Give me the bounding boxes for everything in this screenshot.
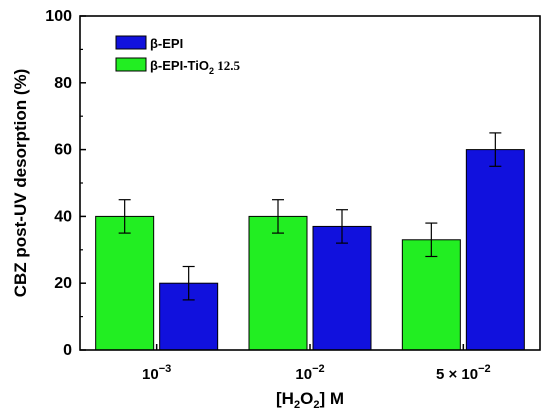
y-axis: 0 20 40 60 80 100 (45, 8, 86, 359)
legend-entry-sub: 2 (209, 66, 214, 76)
x-tick-label-base: 10 (142, 366, 159, 383)
bar (465, 149, 525, 351)
legend-entry-name: β-EPI (150, 36, 183, 51)
x-axis-label-sub: 2 (313, 399, 319, 411)
x-axis-label-part: ] M (319, 389, 344, 408)
legend: β-EPI β-EPI-TiO2 12.5 (115, 35, 241, 76)
x-tick-label: 10−2 (295, 363, 324, 383)
legend-entry: β-EPI (150, 36, 183, 51)
x-axis: 10−3 10−2 5 × 10−2 (142, 344, 491, 383)
x-tick-label-base: 5 × 10 (436, 366, 478, 383)
y-axis-label: CBZ post-UV desorption (%) (11, 69, 30, 298)
x-tick-label-base: 10 (295, 366, 312, 383)
legend-entry-name: β-EPI-TiO (150, 58, 209, 73)
x-axis-label-part: O (300, 389, 313, 408)
bar (312, 225, 372, 351)
x-tick-label-exponent: −3 (159, 363, 172, 375)
x-axis-label-sub: 2 (294, 399, 300, 411)
x-axis-label-part: [H (276, 389, 294, 408)
x-tick-label-exponent: −2 (478, 363, 491, 375)
legend-entry-tail: 12.5 (214, 58, 241, 73)
bar (401, 239, 461, 351)
legend-swatch (115, 57, 147, 72)
x-axis-label: [H2O2] M (276, 389, 344, 411)
x-tick-label-exponent: −2 (312, 363, 325, 375)
y-tick-label: 100 (45, 8, 72, 25)
y-tick-label: 80 (54, 75, 72, 92)
legend-entry: β-EPI-TiO2 12.5 (150, 58, 241, 76)
x-tick-label: 5 × 10−2 (436, 363, 491, 383)
y-tick-label: 60 (54, 142, 72, 159)
bars-layer (95, 149, 525, 351)
bar (248, 215, 308, 351)
bar (95, 215, 155, 351)
y-tick-label: 20 (54, 275, 72, 292)
y-tick-label: 40 (54, 208, 72, 225)
x-tick-label: 10−3 (142, 363, 171, 383)
y-tick-label: 0 (63, 342, 72, 359)
legend-swatch (115, 35, 147, 50)
error-bars-layer (118, 132, 502, 301)
